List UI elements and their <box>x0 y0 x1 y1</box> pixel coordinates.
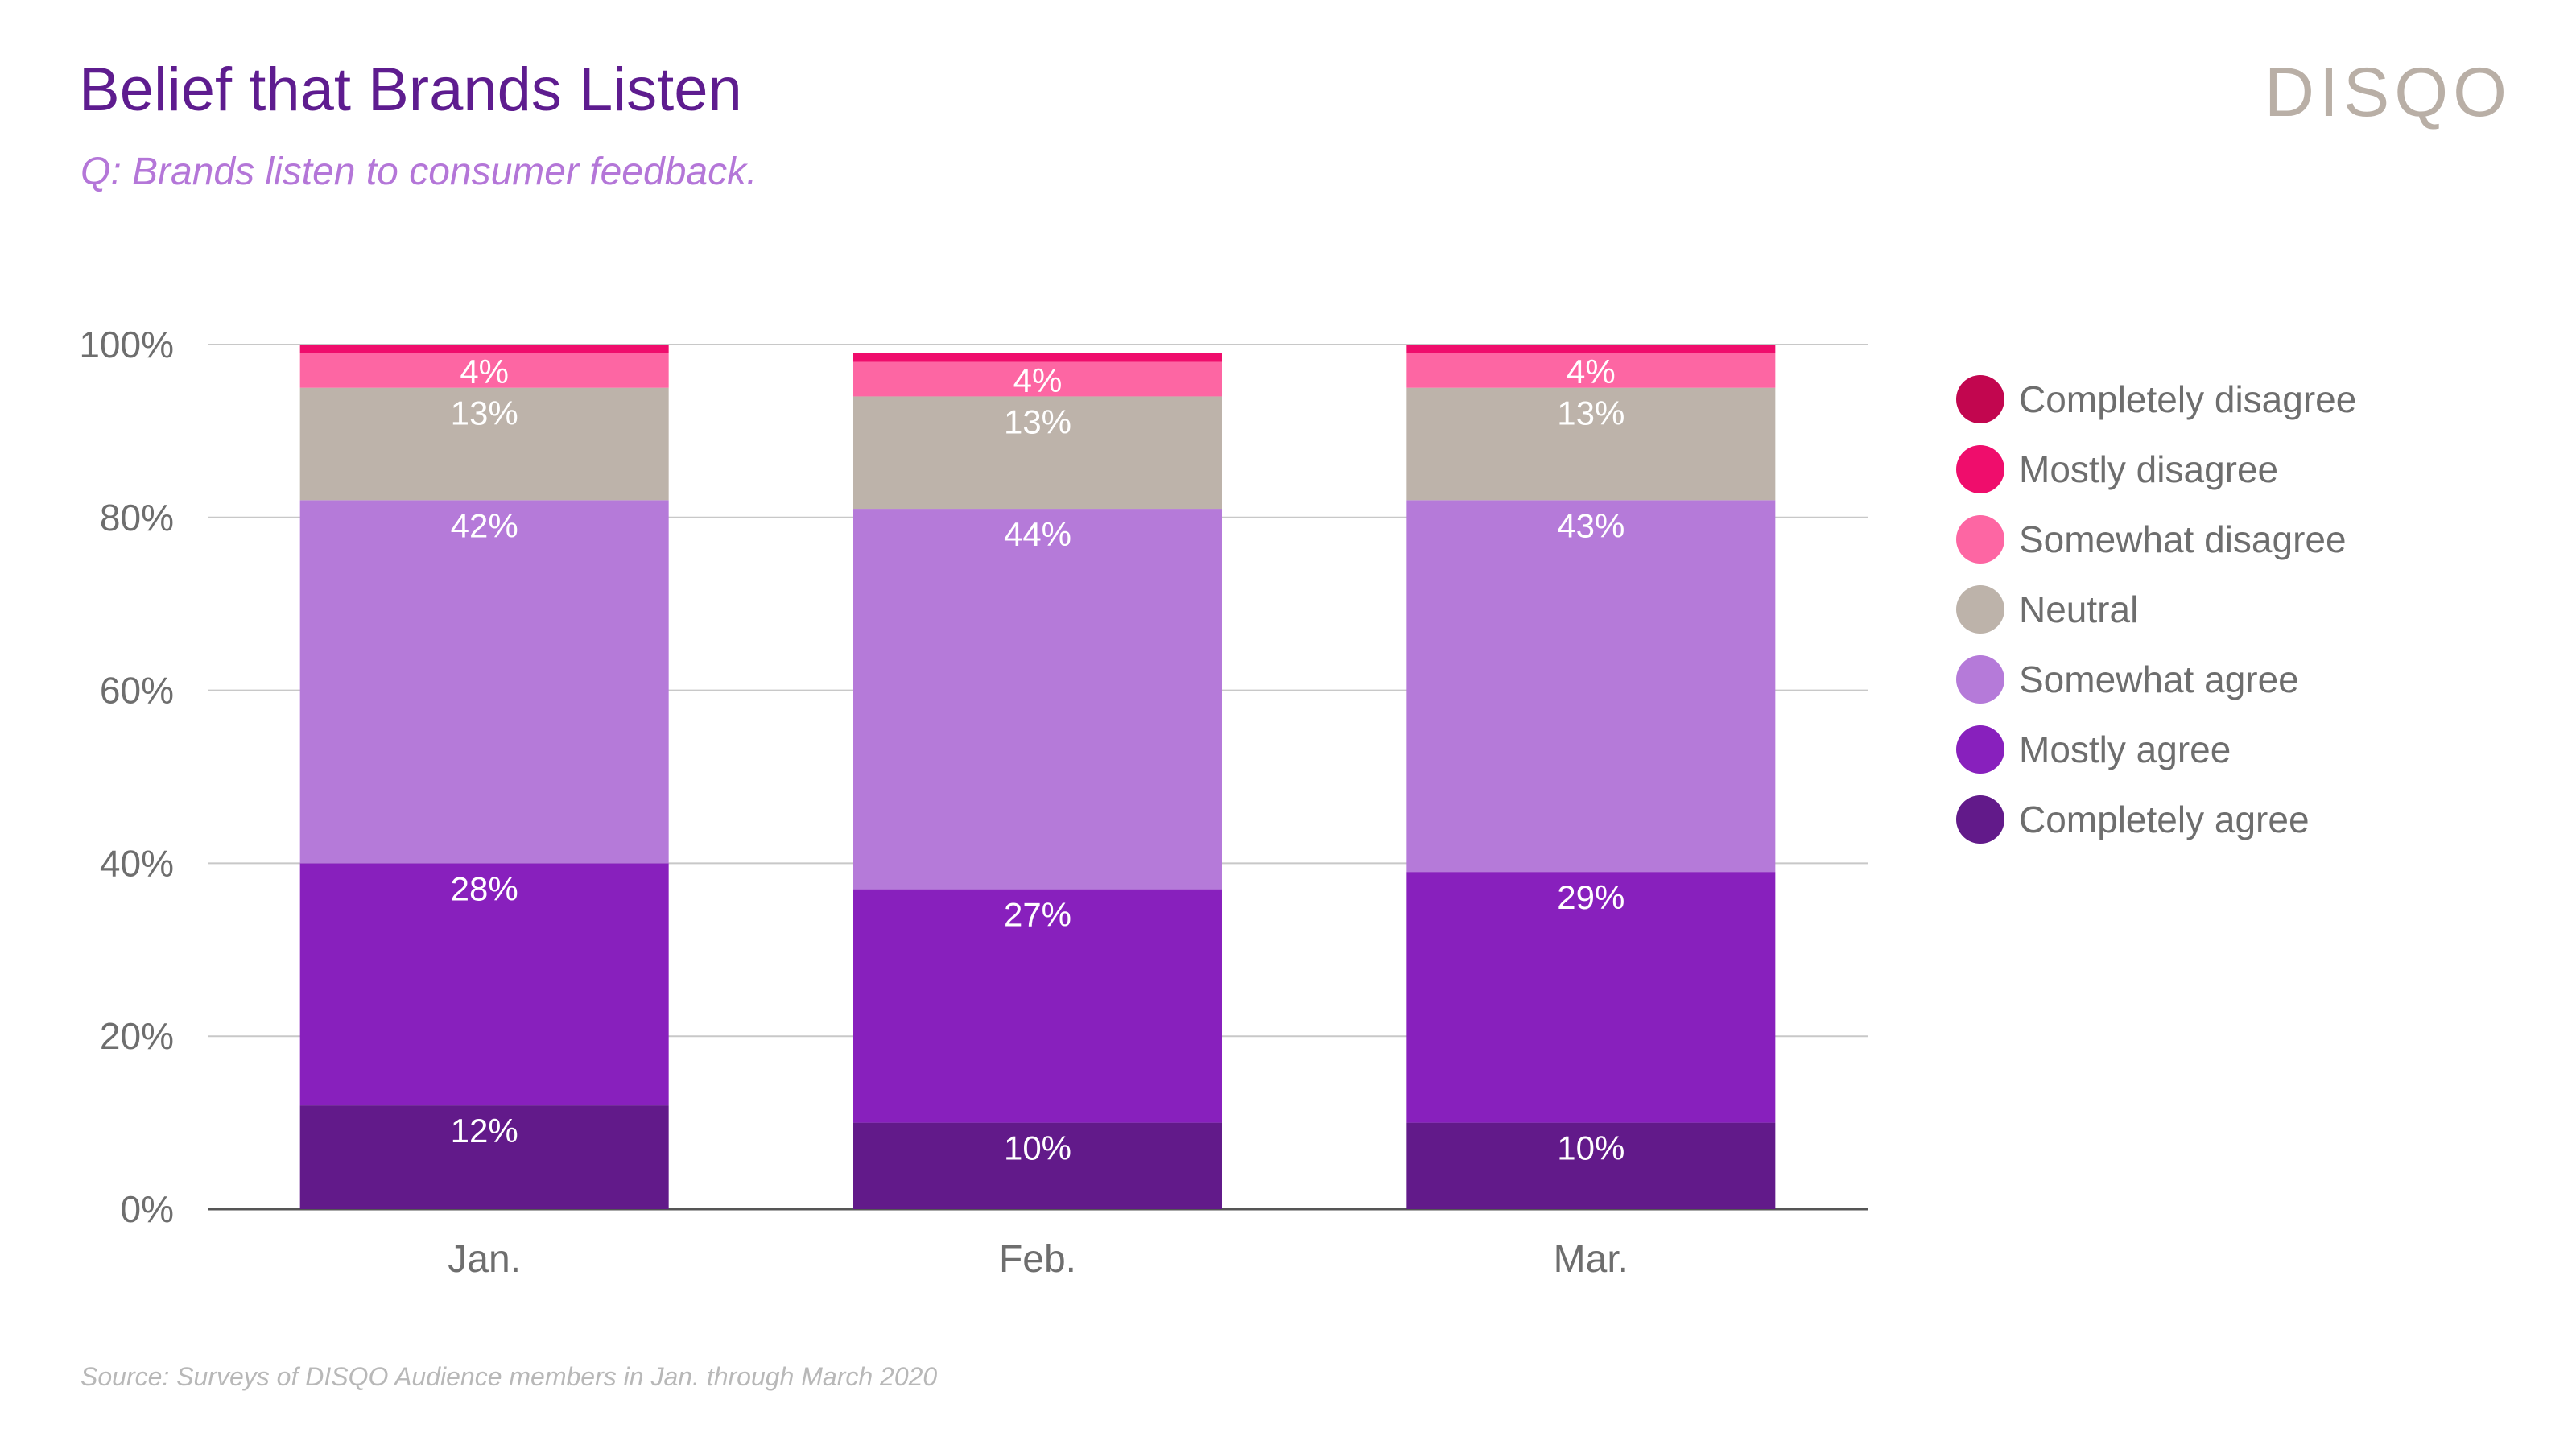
legend-item: Neutral <box>1956 574 2356 644</box>
y-tick-label: 40% <box>100 842 174 884</box>
bar-segment <box>1406 387 1776 501</box>
bar-segment <box>853 353 1222 362</box>
legend-swatch <box>1956 654 2004 704</box>
data-label: 29% <box>1557 878 1624 916</box>
data-label: 12% <box>451 1112 518 1150</box>
data-label: 4% <box>1567 353 1616 390</box>
chart-subtitle: Q: Brands listen to consumer feedback. <box>80 151 758 193</box>
bar-segment <box>299 387 669 501</box>
legend-swatch <box>1956 724 2004 774</box>
y-tick-label: 60% <box>100 670 174 712</box>
data-label: 4% <box>1013 361 1063 399</box>
x-tick-label: Jan. <box>448 1238 521 1281</box>
x-tick-label: Mar. <box>1554 1238 1629 1281</box>
bar-segment <box>299 1105 669 1209</box>
chart-legend: Completely disagree Mostly disagree Somewh… <box>1956 364 2356 854</box>
legend-item: Completely agree <box>1956 784 2356 854</box>
y-tick-label: 80% <box>100 497 174 539</box>
data-label: 13% <box>1004 402 1071 440</box>
bar-segment <box>299 345 669 353</box>
data-label: 10% <box>1004 1129 1071 1167</box>
bar-segment <box>853 396 1222 510</box>
x-tick-label: Feb. <box>999 1238 1076 1281</box>
legend-label: Somewhat disagree <box>2019 518 2347 560</box>
bar-segment <box>853 889 1222 1123</box>
legend-item: Somewhat agree <box>1956 644 2356 714</box>
legend-item: Completely disagree <box>1956 364 2356 434</box>
data-label: 44% <box>1004 515 1071 553</box>
bar-segment <box>299 863 669 1106</box>
legend-label: Mostly agree <box>2019 728 2231 770</box>
legend-label: Completely disagree <box>2019 378 2357 420</box>
legend-label: Completely agree <box>2019 798 2310 840</box>
legend-swatch <box>1956 374 2004 423</box>
bar-segment <box>853 509 1222 890</box>
source-note: Source: Surveys of DISQO Audience member… <box>80 1362 938 1391</box>
chart-title: Belief that Brands Listen <box>79 56 742 124</box>
data-label: 10% <box>1557 1129 1624 1167</box>
bar-segment <box>1406 353 1776 388</box>
bar-segment <box>1406 872 1776 1123</box>
legend-label: Somewhat agree <box>2019 658 2299 700</box>
data-label: 27% <box>1004 896 1071 934</box>
legend-swatch <box>1956 444 2004 493</box>
legend-label: Neutral <box>2019 588 2139 630</box>
data-label: 42% <box>451 506 518 544</box>
data-label: 28% <box>451 869 518 907</box>
bar-segment <box>853 361 1222 397</box>
legend-label: Mostly disagree <box>2019 448 2279 490</box>
legend-item: Mostly agree <box>1956 714 2356 784</box>
legend-swatch <box>1956 514 2004 564</box>
bar-segment <box>1406 345 1776 353</box>
bar-segment <box>1406 500 1776 873</box>
y-tick-label: 0% <box>121 1188 174 1230</box>
y-tick-label: 100% <box>79 324 174 365</box>
legend-swatch <box>1956 795 2004 844</box>
data-label: 13% <box>1557 394 1624 432</box>
legend-swatch <box>1956 584 2004 634</box>
data-label: 13% <box>451 394 518 432</box>
data-label: 43% <box>1557 506 1624 544</box>
bar-segment <box>299 500 669 864</box>
legend-item: Somewhat disagree <box>1956 504 2356 574</box>
y-tick-label: 20% <box>100 1015 174 1057</box>
bar-segment <box>299 353 669 388</box>
disqo-logo: DISQO <box>2264 54 2512 131</box>
legend-item: Mostly disagree <box>1956 434 2356 504</box>
data-label: 4% <box>460 353 509 390</box>
bar-segment <box>853 1122 1222 1209</box>
bar-segment <box>1406 1122 1776 1209</box>
